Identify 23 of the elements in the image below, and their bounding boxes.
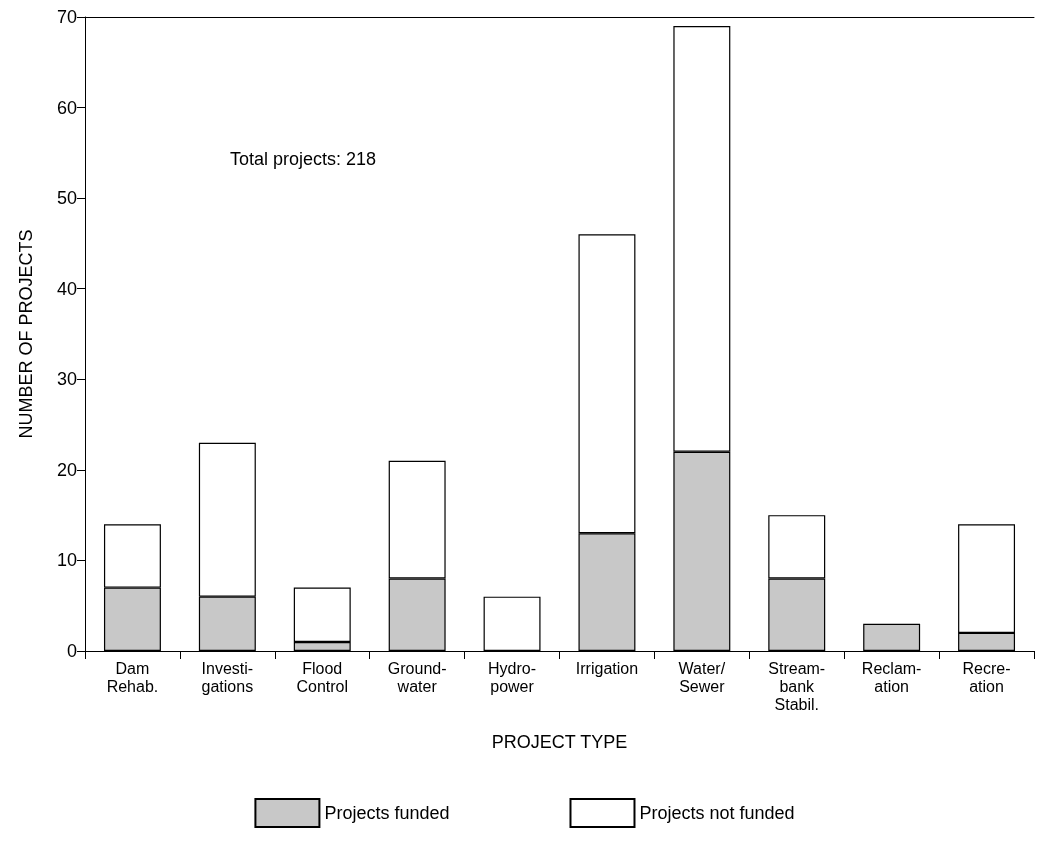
legend-label: Projects funded [324, 803, 450, 823]
y-tick-label: 10 [56, 550, 77, 571]
legend-label: Projects not funded [639, 803, 795, 823]
y-tick-label: 60 [56, 97, 77, 118]
annotation: Total projects: 218 [230, 149, 377, 169]
x-tick-label: Ground- water [387, 659, 447, 695]
x-tick-label: Recre- ation [962, 659, 1011, 695]
x-tick-label: Irrigation [575, 659, 639, 677]
x-tick-label: Stream- bank Stabil. [768, 659, 826, 713]
x-tick-label: Dam Rehab. [106, 659, 159, 695]
y-tick-label: 50 [56, 188, 77, 209]
x-tick-label: Hydro- power [488, 659, 537, 695]
x-tick-label: Investi- gations [201, 659, 254, 695]
x-axis-title: PROJECT TYPE [491, 732, 628, 752]
y-tick-label: 40 [56, 278, 77, 299]
y-axis-title: NUMBER OF PROJECTS [16, 229, 36, 439]
y-tick-label: 70 [56, 7, 77, 27]
y-tick-label: 30 [56, 369, 77, 390]
x-tick-label: Flood Control [296, 659, 349, 695]
x-tick-label: Reclam- ation [861, 659, 922, 695]
y-tick-label: 20 [56, 459, 77, 480]
y-tick-label: 0 [66, 641, 77, 661]
x-tick-label: Water/ Sewer [678, 659, 726, 695]
